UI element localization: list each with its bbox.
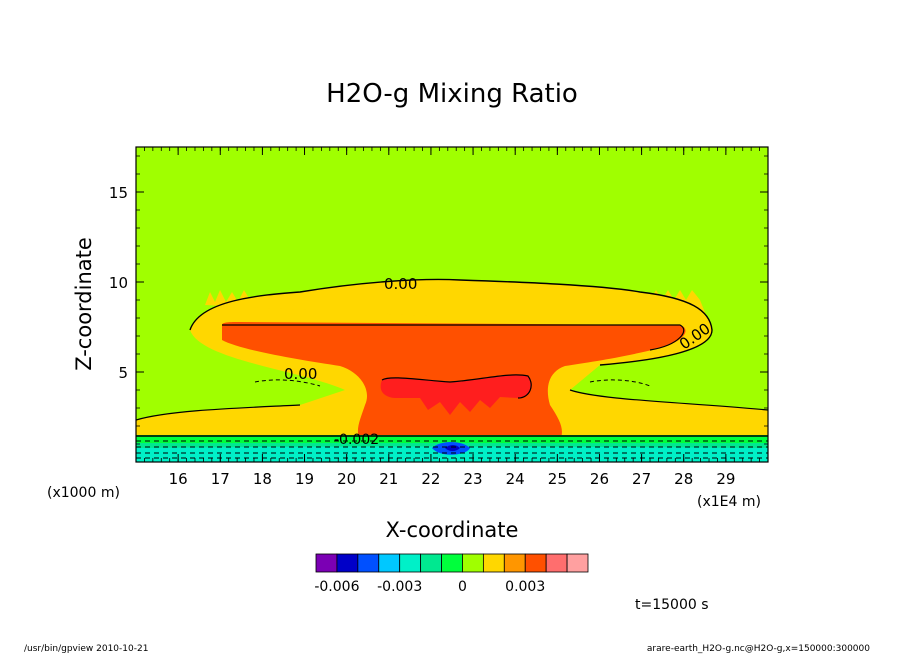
x-tick-label: 29 xyxy=(716,470,735,488)
x-tick-label: 18 xyxy=(253,470,272,488)
x-tick-label: 24 xyxy=(506,470,525,488)
x-unit-right: (x1E4 m) xyxy=(697,494,761,510)
x-tick-label: 25 xyxy=(548,470,567,488)
x-tick-label: 27 xyxy=(632,470,651,488)
colorbar-swatch xyxy=(336,553,359,573)
colorbar-swatch xyxy=(482,553,505,573)
colorbar-swatch xyxy=(357,553,380,573)
y-tick-label: 10 xyxy=(109,274,128,292)
x-tick-label: 26 xyxy=(590,470,609,488)
colorbar xyxy=(315,553,589,573)
y-axis-label: Z-coordinate xyxy=(72,237,96,371)
colorbar-swatch xyxy=(524,553,547,573)
x-axis-label: X-coordinate xyxy=(386,518,519,542)
plot-frame xyxy=(135,146,769,463)
x-unit-left: (x1000 m) xyxy=(47,485,120,501)
colorbar-swatch xyxy=(441,553,463,573)
contour-yellow-fringe xyxy=(205,290,712,330)
x-tick-label: 20 xyxy=(337,470,356,488)
x-tick-label: 22 xyxy=(421,470,440,488)
contour-red xyxy=(380,374,532,415)
x-tick-label: 23 xyxy=(464,470,483,488)
contour-orange xyxy=(222,322,686,440)
chart-title: H2O-g Mixing Ratio xyxy=(326,79,578,109)
contour-label-3: 0.00 xyxy=(284,365,317,383)
colorbar-swatch xyxy=(503,553,526,573)
contour-label-1: 0.00 xyxy=(384,275,417,293)
x-tick-label: 19 xyxy=(295,470,314,488)
x-tick-label: 17 xyxy=(211,470,230,488)
colorbar-swatch xyxy=(462,553,484,573)
colorbar-tick-label: 0.003 xyxy=(505,579,545,595)
contour-line-side-left xyxy=(254,379,321,387)
colorbar-swatch xyxy=(399,553,422,573)
y-tick-label: 15 xyxy=(109,184,128,202)
contour-line-side-right xyxy=(589,379,651,387)
x-tick-label: 21 xyxy=(379,470,398,488)
contour-line-red xyxy=(381,374,532,399)
footer-right: arare-earth_H2O-g.nc@H2O-g,x=150000:3000… xyxy=(647,644,870,654)
colorbar-swatch xyxy=(378,553,401,573)
x-tick-label: 16 xyxy=(169,470,188,488)
contour-label-4: -0.002 xyxy=(334,432,379,448)
colorbar-swatch xyxy=(420,553,442,573)
contour-line-lower xyxy=(136,389,768,421)
time-label: t=15000 s xyxy=(635,597,709,613)
contour-line-zero xyxy=(189,278,713,366)
x-ticks: 16 17 18 19 20 21 22 23 24 25 26 27 28 29 xyxy=(135,147,769,488)
contour-field: 0.00 0.00 0.00 -0.002 xyxy=(136,147,768,462)
colorbar-tick-label: -0.006 xyxy=(314,579,359,595)
colorbar-swatch xyxy=(545,553,568,573)
footer-left: /usr/bin/gpview 2010-10-21 xyxy=(24,644,148,654)
colorbar-swatch xyxy=(315,553,338,573)
colorbar-swatch xyxy=(566,553,589,573)
contour-green-band xyxy=(136,435,768,445)
y-ticks: 5 10 15 xyxy=(109,155,768,463)
contour-darkblue-spot xyxy=(445,445,460,451)
colorbar-tick-label: 0 xyxy=(458,579,467,595)
colorbar-tick-label: -0.003 xyxy=(377,579,422,595)
x-tick-label: 28 xyxy=(674,470,693,488)
contour-line-orange xyxy=(222,324,685,351)
y-tick-label: 5 xyxy=(118,364,128,382)
colorbar-ticks: -0.006 -0.003 0 0.003 xyxy=(314,579,545,595)
